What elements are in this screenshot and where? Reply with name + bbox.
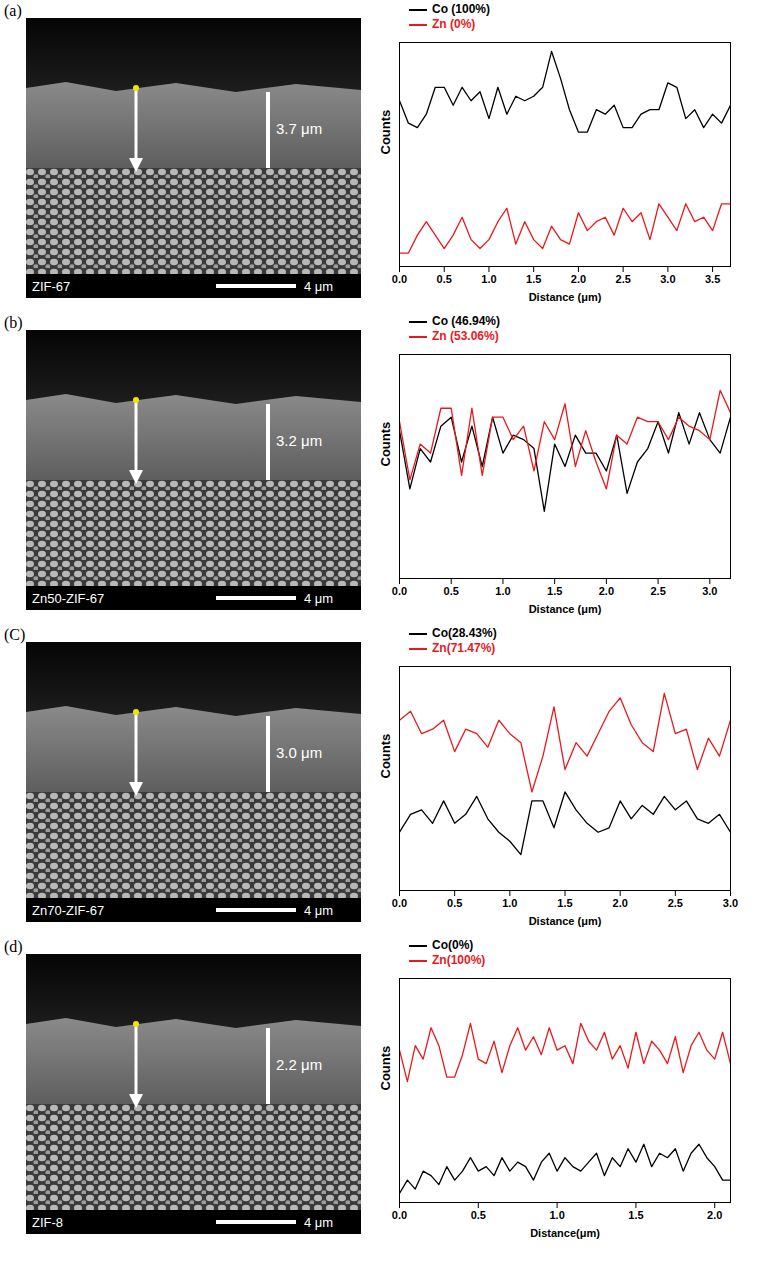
svg-text:Zn50-ZIF-67: Zn50-ZIF-67 (32, 591, 104, 606)
svg-text:3.0: 3.0 (723, 897, 738, 909)
html-text:Co(0%): Co(0%) (432, 938, 474, 952)
html-text:(a): (a) (4, 2, 22, 19)
svg-text:1.5: 1.5 (547, 585, 562, 597)
svg-text:1.0: 1.0 (502, 897, 517, 909)
svg-text:2.5: 2.5 (616, 273, 631, 285)
svg-text:2.0: 2.0 (707, 1209, 722, 1221)
svg-text:Counts: Counts (378, 422, 393, 467)
html-text:Co (100%): Co (100%) (432, 2, 490, 16)
html-text:Zn(71.47%): Zn(71.47%) (432, 641, 496, 655)
svg-text:1.0: 1.0 (481, 273, 496, 285)
svg-text:1.5: 1.5 (628, 1209, 643, 1221)
svg-text:4 μm: 4 μm (304, 591, 333, 606)
html-text:Co (46.94%): Co (46.94%) (432, 314, 500, 328)
svg-text:3.0 μm: 3.0 μm (276, 744, 322, 761)
svg-text:Distance (μm): Distance (μm) (529, 291, 602, 303)
svg-text:1.0: 1.0 (549, 1209, 564, 1221)
svg-text:ZIF-67: ZIF-67 (32, 279, 70, 294)
svg-text:3.5: 3.5 (705, 273, 720, 285)
svg-text:4 μm: 4 μm (304, 279, 333, 294)
html-text:(b): (b) (4, 314, 23, 331)
svg-text:0.0: 0.0 (392, 897, 407, 909)
svg-text:3.7 μm: 3.7 μm (276, 120, 322, 137)
svg-text:0.0: 0.0 (392, 1209, 407, 1221)
svg-text:2.5: 2.5 (668, 897, 683, 909)
svg-text:3.2 μm: 3.2 μm (276, 432, 322, 449)
svg-text:3.0: 3.0 (660, 273, 675, 285)
html-text:Zn (53.06%): Zn (53.06%) (432, 329, 499, 343)
svg-text:0.0: 0.0 (392, 585, 407, 597)
svg-text:2.0: 2.0 (571, 273, 586, 285)
svg-text:2.5: 2.5 (650, 585, 665, 597)
svg-text:2.0: 2.0 (613, 897, 628, 909)
html-text:(d): (d) (4, 938, 23, 955)
svg-text:1.0: 1.0 (495, 585, 510, 597)
html-text:(C): (C) (4, 626, 26, 643)
svg-text:Distance (μm): Distance (μm) (529, 915, 602, 927)
svg-text:0.0: 0.0 (392, 273, 407, 285)
svg-text:3.0: 3.0 (702, 585, 717, 597)
svg-text:Distance(μm): Distance(μm) (530, 1227, 600, 1239)
svg-text:Zn70-ZIF-67: Zn70-ZIF-67 (32, 903, 104, 918)
html-text:Zn(100%): Zn(100%) (432, 953, 486, 967)
svg-text:0.5: 0.5 (437, 273, 452, 285)
svg-text:2.2 μm: 2.2 μm (276, 1056, 322, 1073)
svg-text:Distance (μm): Distance (μm) (529, 603, 602, 615)
svg-text:4 μm: 4 μm (304, 903, 333, 918)
html-text:Zn (0%): Zn (0%) (432, 17, 476, 31)
html-text:Co(28.43%): Co(28.43%) (432, 626, 497, 640)
svg-text:1.5: 1.5 (526, 273, 541, 285)
svg-text:0.5: 0.5 (447, 897, 462, 909)
svg-text:0.5: 0.5 (471, 1209, 486, 1221)
svg-text:ZIF-8: ZIF-8 (32, 1215, 63, 1230)
svg-text:Counts: Counts (378, 110, 393, 155)
svg-text:2.0: 2.0 (599, 585, 614, 597)
svg-text:4 μm: 4 μm (304, 1215, 333, 1230)
svg-text:0.5: 0.5 (444, 585, 459, 597)
svg-text:Counts: Counts (378, 734, 393, 779)
svg-text:1.5: 1.5 (557, 897, 572, 909)
svg-text:Counts: Counts (378, 1046, 393, 1091)
